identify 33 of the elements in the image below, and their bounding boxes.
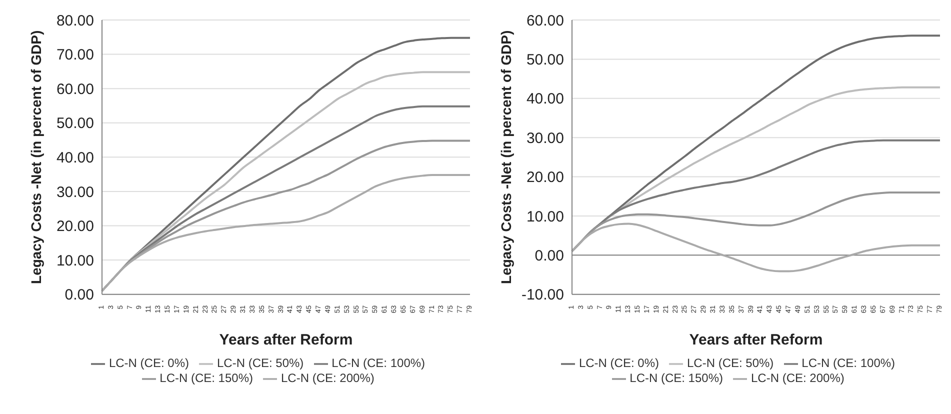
- x-axis-title: Years after Reform: [689, 331, 823, 348]
- y-tick-label: 0.00: [534, 247, 564, 264]
- legend-label: LC-N (CE: 150%): [160, 371, 253, 386]
- y-tick-label: 20.00: [56, 218, 94, 236]
- legend-label: LC-N (CE: 100%): [332, 356, 426, 370]
- y-tick-label: 20.00: [526, 169, 564, 186]
- y-tick-label: 40.00: [526, 90, 564, 108]
- legend-label: LC-N (CE: 100%): [802, 356, 896, 370]
- y-axis-title: Legacy Costs -Net (in percent of GDP): [28, 30, 44, 284]
- y-tick-label: 50.00: [56, 115, 94, 132]
- y-tick-label: 50.00: [526, 52, 564, 69]
- x-axis-title: Years after Reform: [219, 331, 353, 348]
- y-tick-label: 10.00: [526, 208, 564, 226]
- y-tick-label: 70.00: [56, 46, 94, 64]
- y-tick-label: 10.00: [56, 252, 94, 270]
- y-axis-title: Legacy Costs -Net (in percent of GDP): [498, 30, 514, 284]
- legend-label: LC-N (CE: 200%): [281, 371, 374, 386]
- legend-label: LC-N (CE: 150%): [630, 371, 723, 386]
- legend-label: LC-N (CE: 200%): [751, 371, 844, 386]
- y-tick-label: 0.00: [64, 286, 94, 304]
- legend-label: LC-N (CE: 50%): [216, 356, 304, 370]
- y-tick-label: 30.00: [526, 130, 564, 147]
- y-tick-label: 60.00: [526, 12, 564, 30]
- line-series: [571, 222, 941, 272]
- legend-label: LC-N (CE: 50%): [686, 356, 774, 370]
- legend-label: LC-N (CE: 0%): [108, 356, 189, 370]
- legend-label: LC-N (CE: 0%): [578, 356, 659, 370]
- y-tick-label: 60.00: [56, 80, 94, 98]
- y-tick-label: 40.00: [56, 149, 94, 166]
- y-tick-label: -10.00: [521, 286, 564, 304]
- y-tick-label: 80.00: [56, 12, 94, 30]
- y-tick-label: 30.00: [56, 184, 94, 201]
- line-series: [101, 174, 471, 292]
